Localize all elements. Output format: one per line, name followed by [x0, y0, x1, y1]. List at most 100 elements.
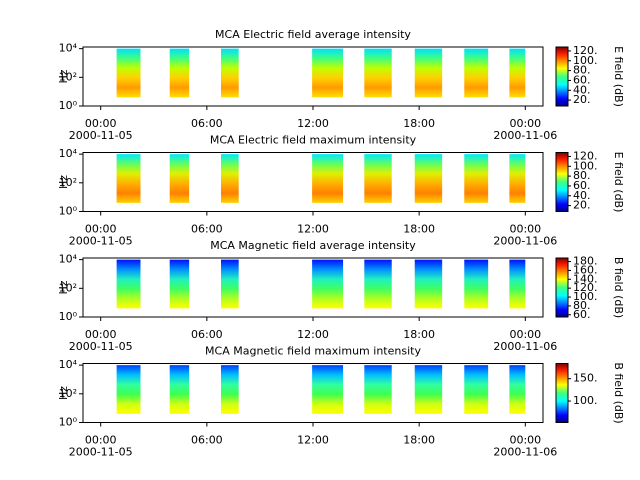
- colorbar-tick-label: 40.: [573, 189, 591, 202]
- x-tick-label: 06:00: [191, 223, 223, 236]
- colorbar-tick-label: 80.: [573, 299, 591, 312]
- data-segment: [116, 48, 141, 98]
- colorbar-tick-label: 40.: [573, 83, 591, 96]
- data-segment: [509, 365, 526, 414]
- colorbar-tick-label: 120.: [573, 281, 598, 294]
- panel-title: MCA Electric field average intensity: [215, 28, 411, 41]
- x-tick-label: 12:00: [297, 434, 329, 447]
- colorbar-tick-label: 60.: [573, 179, 591, 192]
- x-tick-label: 00:00: [509, 328, 541, 341]
- x-tick-label: 12:00: [297, 117, 329, 130]
- colorbar-label: B field (dB): [612, 362, 625, 423]
- x-tick-label: 00:00: [85, 223, 117, 236]
- colorbar: [555, 46, 569, 107]
- y-axis-label: Hz: [57, 69, 70, 83]
- panel: MCA Electric field average intensityHz10…: [57, 28, 625, 142]
- y-tick-label: 10⁴: [59, 358, 78, 371]
- data-segment: [221, 365, 239, 414]
- data-segment: [169, 48, 190, 98]
- data-segment: [364, 259, 392, 309]
- y-axis-label: Hz: [57, 280, 70, 294]
- data-segment: [312, 48, 344, 98]
- data-segment: [414, 48, 443, 98]
- data-segment: [464, 365, 489, 414]
- x-tick-label: 18:00: [403, 223, 435, 236]
- x-date-label: 2000-11-05: [69, 446, 133, 459]
- data-segment: [364, 48, 392, 98]
- colorbar-tick-label: 80.: [573, 169, 591, 182]
- data-segment: [312, 259, 344, 309]
- data-segment: [312, 365, 344, 414]
- colorbar-label: E field (dB): [612, 152, 625, 213]
- y-tick-label: 10⁰: [59, 99, 78, 112]
- colorbar-tick-label: 80.: [573, 64, 591, 77]
- panel: MCA Magnetic field maximum intensity Hz 10…: [57, 345, 625, 459]
- data-segment: [169, 259, 190, 309]
- colorbar-tick-label: 100.: [573, 54, 598, 67]
- data-segment: [414, 154, 443, 203]
- y-axis-label: Hz: [57, 386, 70, 400]
- data-segment: [464, 48, 489, 98]
- y-tick-label: 10⁴: [59, 253, 78, 266]
- data-segment: [464, 259, 489, 309]
- x-tick-label: 00:00: [85, 117, 117, 130]
- data-segment: [221, 259, 239, 309]
- y-tick-label: 10⁰: [59, 416, 78, 429]
- y-tick-label: 10²: [59, 176, 77, 189]
- data-segment: [221, 48, 239, 98]
- colorbar: [555, 363, 569, 423]
- colorbar-tick-label: 160.: [573, 263, 598, 276]
- colorbar-tick-label: 20.: [573, 199, 591, 212]
- data-segment: [509, 154, 526, 203]
- colorbar-tick-label: 100.: [573, 394, 598, 407]
- x-tick-label: 00:00: [85, 328, 117, 341]
- panel-title: MCA Magnetic field maximum intensity: [205, 345, 421, 358]
- colorbar-label: E field (dB): [612, 46, 625, 107]
- x-tick-label: 00:00: [509, 117, 541, 130]
- data-segment: [364, 365, 392, 414]
- data-segment: [509, 48, 526, 98]
- colorbar-tick-label: 60.: [573, 73, 591, 86]
- x-tick-label: 18:00: [403, 328, 435, 341]
- y-tick-label: 10²: [59, 70, 77, 83]
- data-segment: [414, 259, 443, 309]
- panel-title: MCA Electric field maximum intensity: [210, 134, 417, 147]
- x-tick-label: 18:00: [403, 434, 435, 447]
- x-date-label: 2000-11-05: [69, 129, 133, 142]
- data-segment: [169, 365, 190, 414]
- y-tick-label: 10²: [59, 281, 77, 294]
- colorbar-tick-label: 100.: [573, 290, 598, 303]
- colorbar-tick-label: 180.: [573, 255, 598, 268]
- data-segment: [221, 154, 239, 203]
- x-date-label: 2000-11-06: [493, 235, 557, 248]
- x-tick-label: 06:00: [191, 328, 223, 341]
- data-segment: [509, 259, 526, 309]
- panel: MCA Magnetic field average intensityHz10…: [57, 239, 625, 353]
- y-tick-label: 10⁰: [59, 205, 78, 218]
- colorbar-tick-label: 120.: [573, 44, 598, 57]
- y-tick-label: 10⁴: [59, 42, 78, 55]
- colorbar-tick-label: 120.: [573, 149, 598, 162]
- colorbar-tick-label: 150.: [573, 372, 598, 385]
- y-tick-label: 10⁰: [59, 310, 78, 323]
- data-segment: [464, 154, 489, 203]
- x-tick-label: 12:00: [297, 328, 329, 341]
- colorbar-label: B field (dB): [612, 257, 625, 318]
- x-tick-label: 00:00: [85, 434, 117, 447]
- panel: MCA Electric field maximum intensityHz10…: [57, 134, 625, 248]
- x-tick-label: 18:00: [403, 117, 435, 130]
- colorbar: [555, 257, 569, 318]
- data-segment: [116, 154, 141, 203]
- colorbar-tick-label: 60.: [573, 308, 591, 321]
- x-tick-label: 06:00: [191, 434, 223, 447]
- panel-title: MCA Magnetic field average intensity: [210, 239, 416, 252]
- colorbar-tick-label: 140.: [573, 272, 598, 285]
- x-tick-label: 06:00: [191, 117, 223, 130]
- data-segment: [414, 365, 443, 414]
- data-segment: [169, 154, 190, 203]
- x-date-label: 2000-11-05: [69, 340, 133, 353]
- x-date-label: 2000-11-06: [493, 129, 557, 142]
- x-tick-label: 00:00: [509, 223, 541, 236]
- colorbar: [555, 152, 569, 212]
